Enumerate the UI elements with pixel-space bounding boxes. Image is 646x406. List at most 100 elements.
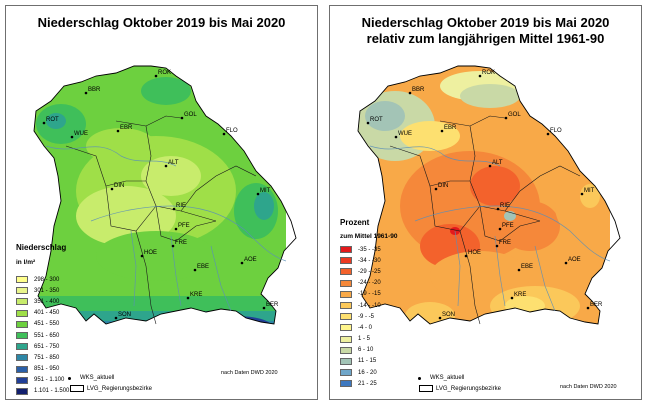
map-left: ROK BBR ROT WUE EBR GOL FLO ALT DIN MIT RIE PFE FRE H…: [33, 65, 297, 325]
station-dot: [172, 207, 176, 211]
legend-entry: 851 - 950: [16, 364, 69, 375]
station-label-hoe: HOE: [468, 250, 481, 256]
legend-label: -24 - -20: [358, 280, 381, 287]
station-label-ber: BER: [590, 302, 603, 308]
legend-entry: -35 - -35: [340, 244, 381, 255]
station-dot: [222, 132, 226, 136]
map-title: Niederschlag Oktober 2019 bis Mai 2020: [37, 15, 286, 30]
station-label-wue: WUE: [398, 131, 412, 137]
station-dot: [394, 135, 398, 139]
legend-label: -19 - -15: [358, 291, 381, 298]
station-label-mit: MIT: [584, 188, 595, 194]
legend-entry: -19 - -15: [340, 289, 381, 300]
legend: 298 - 300 301 - 350 351 - 400 401 - 450 451 …: [16, 274, 69, 397]
station-label-ber: BER: [266, 302, 279, 308]
station-dot: [180, 116, 184, 120]
legend-boundary-symbol: LVG_Regierungsbezirke: [70, 385, 152, 392]
legend-swatch: [340, 290, 352, 298]
legend-entry: 401 - 450: [16, 308, 69, 319]
station-dot: [193, 268, 197, 272]
station-dot: [186, 296, 190, 300]
legend-entry: 6 - 10: [340, 345, 381, 356]
map-right: ROK BBR ROT WUE EBR GOL FLO ALT DIN MIT RIE PFE FRE H…: [357, 65, 621, 325]
station-label-alt: ALT: [168, 160, 179, 166]
station-label-rie: RIE: [176, 203, 186, 209]
station-label-fre: FRE: [499, 240, 511, 246]
station-label-rok: ROK: [482, 70, 495, 76]
station-label-fre: FRE: [175, 240, 187, 246]
legend-swatch: [340, 324, 352, 332]
station-dot: [488, 164, 492, 168]
legend-label: 551 - 650: [34, 332, 60, 339]
station-dot: [546, 132, 550, 136]
station-dot: [42, 121, 46, 125]
station-dot: [116, 129, 120, 133]
legend-label: -4 - 0: [358, 324, 373, 331]
legend-station-symbol: WKS_aktuell: [64, 375, 114, 381]
legend-label: 301 - 350: [34, 287, 60, 294]
legend-station-symbol: WKS_aktuell: [414, 375, 464, 381]
legend-unit: in l/m²: [16, 259, 36, 266]
legend-entry: 751 - 850: [16, 352, 69, 363]
legend-swatch: [16, 287, 28, 295]
boundary-box-icon: [419, 385, 433, 392]
legend: -35 - -35 -34 - -30 -29 - -25 -24 - -20 -19 …: [340, 244, 381, 389]
station-label-ebe: EBE: [521, 264, 533, 270]
relative-precipitation-map-panel: ROK BBR ROT WUE EBR GOL FLO ALT DIN MIT RIE PFE FRE H…: [329, 5, 642, 400]
legend-swatch: [340, 346, 352, 354]
legend-unit: zum Mittel 1961-90: [340, 233, 398, 240]
boundary-label: LVG_Regierungsbezirke: [436, 385, 501, 392]
station-label-wue: WUE: [74, 131, 88, 137]
legend-entry: 301 - 350: [16, 285, 69, 296]
legend-entry: 551 - 650: [16, 330, 69, 341]
station-label-kre: KRE: [190, 292, 202, 298]
legend-entry: 298 - 300: [16, 274, 69, 285]
legend-swatch: [340, 268, 352, 276]
legend-label: 1 - 5: [358, 336, 371, 343]
station-label-hoe: HOE: [144, 250, 157, 256]
legend-label: 851 - 950: [34, 366, 60, 373]
legend-swatch: [340, 313, 352, 321]
station-dot: [256, 192, 260, 196]
legend-entry: 651 - 750: [16, 341, 69, 352]
legend-entry: -24 - -20: [340, 278, 381, 289]
station-dot: [478, 74, 482, 78]
legend-swatch: [340, 302, 352, 310]
legend-swatch: [16, 354, 28, 362]
legend-label: 451 - 550: [34, 321, 60, 328]
legend-entry: 21 - 25: [340, 378, 381, 389]
legend-label: -34 - -30: [358, 257, 381, 264]
legend-entry: -34 - -30: [340, 255, 381, 266]
legend-label: 6 - 10: [358, 347, 374, 354]
legend-label: 21 - 25: [358, 380, 377, 387]
station-dot: [240, 261, 244, 265]
station-dot: [164, 164, 168, 168]
legend-entry: 351 - 400: [16, 296, 69, 307]
station-label-rot: ROT: [46, 117, 59, 123]
district-boundaries: [389, 115, 581, 325]
legend-boundary-symbol: LVG_Regierungsbezirke: [419, 385, 501, 392]
boundary-label: LVG_Regierungsbezirke: [87, 385, 152, 392]
station-label-gol: GOL: [184, 112, 197, 118]
station-dot: [510, 296, 514, 300]
boundary-box-icon: [70, 385, 84, 392]
legend-swatch: [340, 380, 352, 388]
station-label-pfe: PFE: [502, 223, 514, 229]
legend-entry: 1.101 - 1.500: [16, 386, 69, 397]
legend-entry: -29 - -25: [340, 266, 381, 277]
station-dot: [438, 316, 442, 320]
legend-label: -29 - -25: [358, 268, 381, 275]
station-dot: [262, 306, 266, 310]
station-label-flo: FLO: [226, 128, 238, 134]
map-title-line1: Niederschlag Oktober 2019 bis Mai 2020: [361, 15, 610, 30]
legend-swatch: [340, 257, 352, 265]
station-label-rok: ROK: [158, 70, 171, 76]
legend-label: 1.101 - 1.500: [34, 388, 70, 395]
legend-label: 351 - 400: [34, 298, 60, 305]
legend-label: -14 - -10: [358, 302, 381, 309]
legend-entry: 1 - 5: [340, 334, 381, 345]
station-dot: [434, 187, 438, 191]
station-label-bbr: BBR: [412, 87, 425, 93]
station-dot-icon: [68, 376, 71, 380]
legend-swatch: [340, 369, 352, 377]
